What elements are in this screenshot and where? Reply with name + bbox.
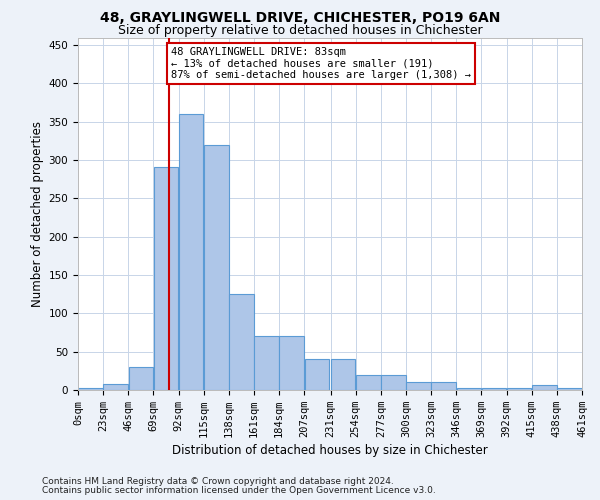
Bar xyxy=(482,388,506,390)
X-axis label: Distribution of detached houses by size in Chichester: Distribution of detached houses by size … xyxy=(172,444,488,457)
Text: Size of property relative to detached houses in Chichester: Size of property relative to detached ho… xyxy=(118,24,482,37)
Bar xyxy=(179,114,203,390)
Bar xyxy=(356,374,380,390)
Text: Contains HM Land Registry data © Crown copyright and database right 2024.: Contains HM Land Registry data © Crown c… xyxy=(42,477,394,486)
Bar xyxy=(254,336,279,390)
Y-axis label: Number of detached properties: Number of detached properties xyxy=(31,120,44,306)
Bar xyxy=(229,294,254,390)
Bar xyxy=(103,384,128,390)
Bar xyxy=(431,382,456,390)
Bar xyxy=(406,382,431,390)
Bar xyxy=(381,374,406,390)
Bar xyxy=(154,167,178,390)
Text: Contains public sector information licensed under the Open Government Licence v3: Contains public sector information licen… xyxy=(42,486,436,495)
Bar xyxy=(204,145,229,390)
Bar xyxy=(457,388,481,390)
Bar xyxy=(532,384,557,390)
Bar xyxy=(331,360,355,390)
Bar xyxy=(78,388,103,390)
Bar xyxy=(305,360,329,390)
Bar xyxy=(557,388,582,390)
Bar xyxy=(280,336,304,390)
Bar xyxy=(128,367,153,390)
Text: 48 GRAYLINGWELL DRIVE: 83sqm
← 13% of detached houses are smaller (191)
87% of s: 48 GRAYLINGWELL DRIVE: 83sqm ← 13% of de… xyxy=(171,46,471,80)
Text: 48, GRAYLINGWELL DRIVE, CHICHESTER, PO19 6AN: 48, GRAYLINGWELL DRIVE, CHICHESTER, PO19… xyxy=(100,12,500,26)
Bar xyxy=(507,388,532,390)
